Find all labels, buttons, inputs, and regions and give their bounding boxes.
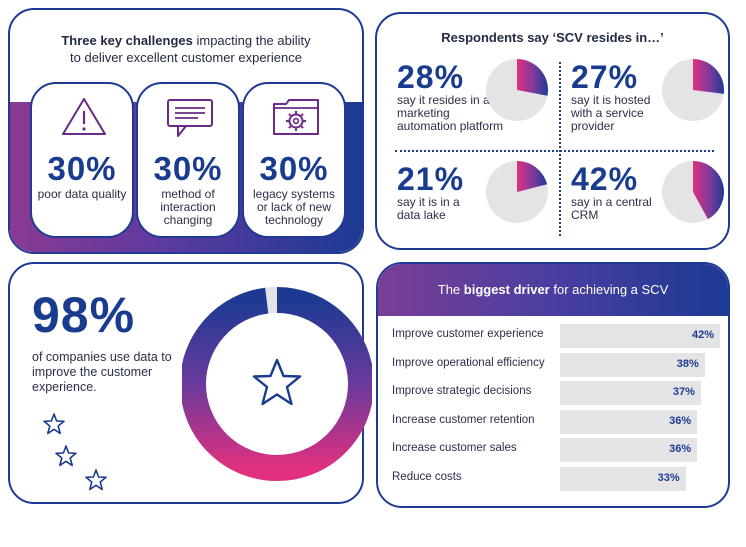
dotted-divider-vertical (559, 62, 561, 236)
star-small-icon (55, 445, 77, 467)
challenge-card-legacy: 30% legacy systems or lack of new techno… (242, 82, 346, 238)
driver-row-label: Increase customer retention (392, 413, 535, 426)
challenge-label: method of interaction changing (160, 187, 216, 227)
scv-pie-crm (662, 161, 724, 223)
pie-slice (693, 59, 724, 94)
driver-row: Increase customer sales 36% (378, 438, 728, 463)
driver-bar: 33% (560, 467, 686, 491)
scv-stat-text: say it resides in a marketing automation… (397, 93, 504, 133)
driver-title-pre: The (437, 282, 464, 297)
star-small-icon (85, 469, 107, 491)
pie-slice (517, 161, 548, 192)
challenges-panel: Three key challenges impacting the abili… (8, 8, 364, 254)
driver-title: The biggest driver for achieving a SCV (378, 264, 728, 316)
usage-pct: 98% (32, 287, 136, 343)
challenge-label: poor data quality (37, 187, 127, 201)
challenge-pct: 30% (259, 150, 329, 187)
scv-stat-pct: 28% (397, 59, 465, 95)
driver-bar-value: 36% (669, 443, 692, 456)
driver-bar-value: 33% (657, 472, 680, 484)
scv-stat-crm: 42% say in a central CRM (571, 162, 731, 222)
driver-bar-value: 36% (669, 414, 692, 427)
scv-stat-pct: 42% (571, 161, 639, 197)
scv-stat-pct: 27% (571, 59, 639, 95)
driver-bar: 38% (560, 352, 705, 377)
usage-donut (182, 287, 372, 481)
challenge-label: legacy systems or lack of new technology (252, 187, 336, 227)
scv-stat-data-lake: 21% say it is in a data lake (397, 162, 557, 222)
challenges-title: Three key challenges impacting the abili… (10, 32, 362, 66)
driver-row: Improve customer experience 42% (378, 324, 728, 348)
driver-bar: 42% (560, 324, 720, 348)
driver-row: Increase customer retention 36% (378, 409, 728, 434)
scv-stat-text: say it is in a data lake (397, 195, 460, 222)
warning-triangle-icon (32, 96, 132, 138)
scv-pie-service-provider (662, 59, 724, 121)
driver-bar-value: 37% (672, 386, 695, 399)
scv-stat-pct: 21% (397, 161, 465, 197)
scv-stat-marketing: 28% say it resides in a marketing automa… (397, 60, 557, 133)
driver-row: Improve operational efficiency 38% (378, 352, 728, 377)
driver-row-label: Reduce costs (392, 471, 462, 483)
scv-pie-marketing (486, 59, 548, 121)
chat-bubble-icon (138, 96, 238, 138)
driver-row: Reduce costs 33% (378, 467, 728, 491)
scv-stat-text: say it is hosted with a service provider (571, 93, 651, 133)
driver-row-label: Improve customer experience (392, 328, 544, 340)
scv-panel: Respondents say ‘SCV resides in…’ 28% sa… (375, 12, 730, 250)
usage-text: of companies use data to improve the cus… (32, 350, 172, 394)
driver-row-label: Improve strategic decisions (392, 385, 532, 398)
star-small-icon (43, 413, 65, 435)
gear-folder-icon (244, 96, 344, 138)
star-icon (252, 358, 302, 406)
usage-panel: 98% of companies use data to improve the… (8, 262, 372, 504)
scv-stat-text: say in a central CRM (571, 195, 652, 222)
scv-stat-service-provider: 27% say it is hosted with a service prov… (571, 60, 731, 133)
challenges-title-rest: impacting the ability (192, 33, 311, 48)
challenge-card-interaction: 30% method of interaction changing (136, 82, 240, 238)
pie-slice (517, 59, 548, 96)
driver-bar: 37% (560, 381, 701, 406)
challenge-card-data-quality: 30% poor data quality (30, 82, 134, 238)
scv-pie-data-lake (486, 161, 548, 223)
challenges-title-bold: Three key challenges (61, 33, 193, 48)
driver-row-label: Improve operational efficiency (392, 356, 545, 369)
donut-value-arc (182, 287, 372, 481)
driver-row-label: Increase customer sales (392, 442, 517, 455)
dotted-divider-horizontal (395, 150, 714, 152)
pie-slice (693, 161, 724, 220)
challenges-title-line2: to deliver excellent customer experience (70, 50, 302, 65)
driver-bar-value: 38% (676, 357, 699, 370)
driver-bar: 36% (560, 438, 698, 463)
driver-panel: The biggest driver for achieving a SCV I… (376, 262, 730, 508)
driver-title-post: for achieving a SCV (549, 282, 669, 297)
driver-bar: 36% (560, 409, 698, 434)
challenge-pct: 30% (47, 150, 117, 187)
driver-bar-value: 42% (691, 329, 714, 341)
driver-title-bold: biggest driver (463, 282, 550, 297)
scv-title: Respondents say ‘SCV resides in…’ (441, 30, 664, 45)
driver-row: Improve strategic decisions 37% (378, 381, 728, 406)
challenge-pct: 30% (153, 150, 223, 187)
